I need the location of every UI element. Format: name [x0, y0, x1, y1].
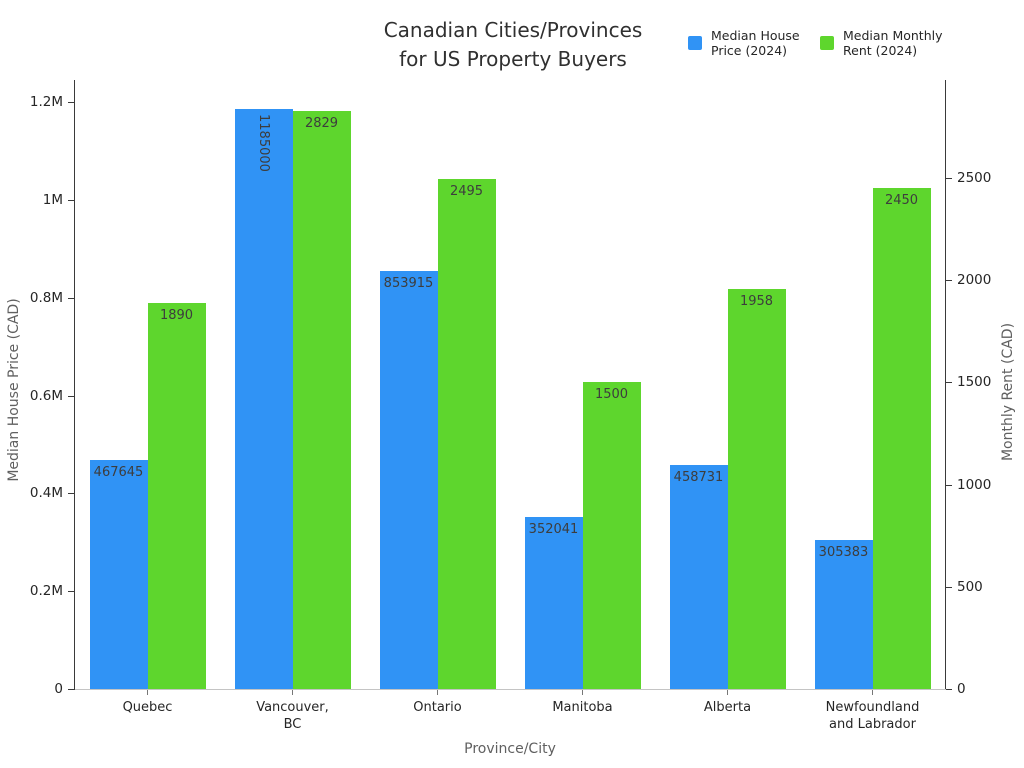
x-axis-category-label: Quebec	[122, 700, 173, 715]
left-axis-spine	[74, 80, 75, 690]
left-axis-tick-label: 0	[54, 681, 63, 697]
legend-swatch	[688, 36, 702, 50]
x-axis-tick	[292, 690, 293, 695]
chart-title-line2: for US Property Buyers	[399, 47, 627, 71]
bar-house-price: 305383	[814, 539, 873, 689]
bar-value-label: 1500	[594, 387, 629, 403]
legend-entry-monthly-rent: Median Monthly Rent (2024)	[820, 28, 943, 58]
x-axis-tick	[582, 690, 583, 695]
bar-monthly-rent: 1958	[727, 288, 786, 689]
left-axis-tick-label: 1M	[42, 191, 63, 208]
x-axis-tick	[727, 690, 728, 695]
bar-monthly-rent: 2829	[292, 110, 351, 689]
left-axis-tick	[68, 199, 74, 201]
x-axis-tick	[872, 690, 873, 695]
x-axis-tick	[147, 690, 148, 695]
right-axis-tick-label: 1000	[957, 476, 992, 493]
bar-monthly-rent: 2495	[437, 179, 496, 689]
right-axis-title: Monthly Rent (CAD)	[1000, 322, 1016, 462]
right-axis-tick	[946, 382, 952, 384]
right-axis-tick-label: 2500	[957, 170, 992, 187]
right-axis-tick	[946, 280, 952, 282]
left-axis-tick	[68, 297, 74, 299]
legend-swatch	[820, 36, 834, 50]
left-axis-tick-label: 0.8M	[29, 289, 63, 306]
legend-label: Median House Price (2024)	[711, 28, 800, 58]
right-axis-tick-label: 0	[957, 681, 966, 697]
bar-house-price: 458731	[669, 464, 728, 689]
x-axis-category-label: Alberta	[703, 700, 752, 715]
bar-house-price: 352041	[524, 516, 583, 689]
bar-monthly-rent: 1890	[147, 302, 206, 689]
left-axis-title: Median House Price (CAD)	[6, 298, 22, 482]
left-axis-tick	[68, 493, 74, 495]
right-axis-spine	[945, 80, 946, 690]
chart-title: Canadian Cities/Provinces for US Propert…	[384, 16, 643, 74]
right-axis-tick-label: 1500	[957, 374, 992, 391]
plot-area: 0 0.2M 0.4M 0.6M 0.8M 1M 1.2M 0 500 1000 1500 2000 2…	[30, 80, 991, 732]
x-axis-category-label: Vancouver, BC	[256, 700, 329, 732]
right-axis-tick-label: 2000	[957, 272, 992, 289]
right-axis-tick	[946, 484, 952, 486]
x-axis-category-label: Newfoundland and Labrador	[825, 700, 920, 732]
legend-label: Median Monthly Rent (2024)	[843, 28, 943, 58]
bar-value-label: 853915	[383, 276, 434, 292]
bar-value-label: 352041	[528, 521, 579, 537]
bar-house-price: 853915	[379, 271, 438, 689]
x-axis-title: Province/City	[464, 741, 556, 757]
bar-value-label: 2450	[884, 193, 919, 209]
bottom-axis-spine	[75, 689, 946, 690]
right-axis-tick-label: 500	[957, 578, 983, 595]
legend-entry-house-price: Median House Price (2024)	[688, 28, 800, 58]
bar-value-label: 467645	[93, 465, 144, 481]
bar-value-label: 458731	[673, 469, 724, 485]
bar-house-price: 1185000	[234, 109, 293, 689]
x-axis-category-label: Manitoba	[552, 700, 613, 715]
bar-value-label: 2495	[449, 184, 484, 200]
left-axis-tick	[68, 395, 74, 397]
left-axis-tick-label: 1.2M	[29, 94, 63, 110]
x-axis-tick	[437, 690, 438, 695]
bar-value-label: 2829	[304, 115, 339, 131]
left-axis-tick	[68, 591, 74, 593]
left-axis-tick-label: 0.2M	[29, 583, 63, 600]
right-axis-tick	[946, 586, 952, 588]
x-axis-category-label: Ontario	[413, 700, 462, 715]
chart-title-line1: Canadian Cities/Provinces	[383, 18, 643, 42]
left-axis-tick	[68, 102, 74, 103]
bar-house-price: 467645	[89, 460, 148, 689]
bar-monthly-rent: 1500	[582, 382, 641, 689]
right-axis-tick	[946, 689, 952, 690]
bar-value-label: 1185000	[256, 114, 271, 173]
left-axis-tick-label: 0.4M	[29, 485, 63, 502]
bar-value-label: 1890	[159, 307, 194, 323]
left-axis-tick	[68, 689, 74, 690]
bar-value-label: 305383	[818, 544, 869, 560]
right-axis-tick	[946, 178, 952, 180]
bar-monthly-rent: 2450	[872, 188, 931, 689]
bar-value-label: 1958	[739, 293, 774, 309]
left-axis-tick-label: 0.6M	[29, 387, 63, 404]
